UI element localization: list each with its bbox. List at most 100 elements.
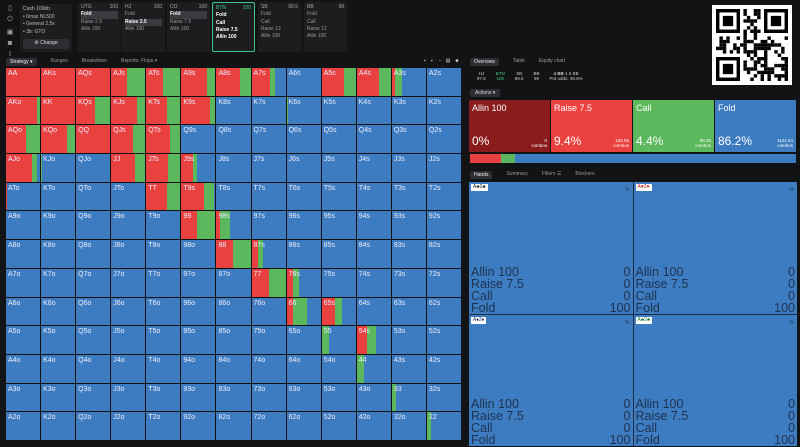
position-card-hj[interactable]: HJ 100 Fold Raise 2.5 Allin 100 [122, 2, 165, 52]
hand-cell-44[interactable]: 44 [356, 354, 391, 383]
action-box-raise[interactable]: Raise 7.5 9.4% 125.06 combos [551, 100, 632, 152]
table-icon[interactable]: ▤ [445, 58, 451, 64]
position-action[interactable]: Fold [307, 11, 317, 18]
hand-cell-K3s[interactable]: K3s [391, 96, 426, 125]
hand-cell-QTo[interactable]: QTo [76, 182, 111, 211]
position-action[interactable]: Allin 100 [170, 25, 190, 32]
change-button[interactable]: ⚙ Change [23, 39, 69, 49]
hand-cell-84s[interactable]: 84s [356, 240, 391, 268]
tab-blockers[interactable]: Blockers [575, 171, 595, 177]
hand-cell-QTs[interactable]: QTs [146, 125, 181, 154]
position-card-utg[interactable]: UTG 100 Fold Raise 2.5 Allin 100 [78, 2, 121, 52]
hand-cell-84o[interactable]: 84o [216, 354, 251, 383]
hand-cell-T8s[interactable]: T8s [216, 182, 251, 211]
hand-cell-K6s[interactable]: K6s [286, 96, 321, 125]
hand-cell-T6o[interactable]: T6o [146, 297, 181, 326]
position-action[interactable]: Allin 100 [81, 25, 101, 32]
hand-cell-Q4s[interactable]: Q4s [356, 125, 391, 154]
hand-cell-A2o[interactable]: A2o [6, 412, 41, 440]
hand-cell-J3s[interactable]: J3s [391, 154, 426, 182]
hand-cell-A3s[interactable]: A3s [391, 68, 426, 96]
hand-cell-J4o[interactable]: J4o [111, 354, 146, 383]
hand-cell-Q8o[interactable]: Q8o [76, 240, 111, 268]
hand-cell-AKs[interactable]: AKs [41, 68, 76, 96]
hand-cell-A8s[interactable]: A8s [216, 68, 251, 96]
hand-cell-QJo[interactable]: QJo [76, 154, 111, 182]
position-action[interactable]: Fold [170, 11, 207, 19]
hand-cell-QJs[interactable]: QJs [111, 125, 146, 154]
hand-cell-86s[interactable]: 86s [286, 240, 321, 268]
hand-cell-32s[interactable]: 32s [426, 383, 461, 412]
hand-cell-87s[interactable]: 87s [251, 240, 286, 268]
document-icon[interactable]: ▯ [8, 5, 12, 12]
hand-cell-Q7o[interactable]: Q7o [76, 268, 111, 297]
hand-combo-card[interactable]: A♣2♣% Allin 100 0 Raise 7.5 0 Call 0 Fold 100 [469, 182, 633, 314]
hand-cell-42o[interactable]: 42o [356, 412, 391, 440]
hand-combo-card[interactable]: A♣2♣% Allin 100 0 Raise 7.5 0 Call 0 Fold 100 [633, 314, 797, 446]
position-card-co[interactable]: CO 100 Fold Raise 7.5 Allin 100 [167, 2, 210, 52]
hand-cell-KQo[interactable]: KQo [41, 125, 76, 154]
hand-cell-K8s[interactable]: K8s [216, 96, 251, 125]
hand-cell-A5s[interactable]: A5s [321, 68, 356, 96]
hand-cell-A2s[interactable]: A2s [426, 68, 461, 96]
hand-cell-83o[interactable]: 83o [216, 383, 251, 412]
hand-cell-JTo[interactable]: JTo [111, 182, 146, 211]
hand-cell-92o[interactable]: 92o [181, 412, 216, 440]
hand-cell-88[interactable]: 88 [216, 240, 251, 268]
hand-cell-T7s[interactable]: T7s [251, 182, 286, 211]
tab-strategy[interactable]: Strategy ▾ [6, 58, 37, 66]
hand-cell-72s[interactable]: 72s [426, 268, 461, 297]
hand-cell-54o[interactable]: 54o [321, 354, 356, 383]
hand-cell-63o[interactable]: 63o [286, 383, 321, 412]
cursor-icon[interactable]: I [9, 51, 11, 58]
hand-cell-AA[interactable]: AA [6, 68, 41, 96]
hand-cell-Q2o[interactable]: Q2o [76, 412, 111, 440]
hand-cell-K5o[interactable]: K5o [41, 326, 76, 354]
power-icon[interactable]: ⏻ [7, 16, 13, 23]
hand-cell-K2o[interactable]: K2o [41, 412, 76, 440]
position-card-bb[interactable]: BB 99 Fold Call Raise 12 Allin 100 [304, 2, 347, 52]
hand-cell-AQs[interactable]: AQs [76, 68, 111, 96]
hand-cell-98s[interactable]: 98s [216, 211, 251, 240]
position-card-btn[interactable]: BTN 100 Fold Call Raise 7.5 Allin 100 [212, 2, 255, 52]
hand-cell-J6s[interactable]: J6s [286, 154, 321, 182]
tab-reports-flops[interactable]: Reports: Flops ▾ [120, 58, 158, 64]
hand-cell-87o[interactable]: 87o [216, 268, 251, 297]
hand-cell-95o[interactable]: 95o [181, 326, 216, 354]
hand-cell-K2s[interactable]: K2s [426, 96, 461, 125]
hand-cell-33[interactable]: 33 [391, 383, 426, 412]
hand-cell-AKo[interactable]: AKo [6, 96, 41, 125]
tab-breakdown[interactable]: Breakdown [81, 58, 107, 64]
hand-cell-85s[interactable]: 85s [321, 240, 356, 268]
hand-cell-T3o[interactable]: T3o [146, 383, 181, 412]
hand-cell-T5o[interactable]: T5o [146, 326, 181, 354]
hand-cell-A9s[interactable]: A9s [181, 68, 216, 96]
hand-cell-76s[interactable]: 76s [286, 268, 321, 297]
hand-cell-74s[interactable]: 74s [356, 268, 391, 297]
hand-cell-ATs[interactable]: ATs [146, 68, 181, 96]
hand-cell-64s[interactable]: 64s [356, 297, 391, 326]
hand-cell-T4s[interactable]: T4s [356, 182, 391, 211]
hand-cell-KTo[interactable]: KTo [41, 182, 76, 211]
position-card-sb[interactable]: SB 99.5 Fold Call Raise 12 Allin 100 [258, 2, 301, 52]
position-action[interactable]: Raise 7.5 [216, 26, 238, 33]
hand-cell-A4s[interactable]: A4s [356, 68, 391, 96]
hand-cell-82o[interactable]: 82o [216, 412, 251, 440]
hand-cell-A3o[interactable]: A3o [6, 383, 41, 412]
hand-cell-22[interactable]: 22 [426, 412, 461, 440]
hand-cell-96s[interactable]: 96s [286, 211, 321, 240]
position-action[interactable]: Raise 2.5 [81, 18, 103, 25]
tab-equity-chart[interactable]: Equity chart [538, 58, 566, 64]
hand-cell-Q9o[interactable]: Q9o [76, 211, 111, 240]
hand-cell-52s[interactable]: 52s [426, 326, 461, 354]
hand-cell-43o[interactable]: 43o [356, 383, 391, 412]
hand-cell-K8o[interactable]: K8o [41, 240, 76, 268]
hand-cell-Q5s[interactable]: Q5s [321, 125, 356, 154]
contrast-icon[interactable]: ◐ [430, 58, 434, 64]
hand-cell-QQ[interactable]: QQ [76, 125, 111, 154]
position-action[interactable]: Fold [125, 11, 135, 18]
hand-cell-Q4o[interactable]: Q4o [76, 354, 111, 383]
hand-cell-AJs[interactable]: AJs [111, 68, 146, 96]
hand-cell-A6s[interactable]: A6s [286, 68, 321, 96]
position-action[interactable]: Fold [261, 11, 271, 18]
